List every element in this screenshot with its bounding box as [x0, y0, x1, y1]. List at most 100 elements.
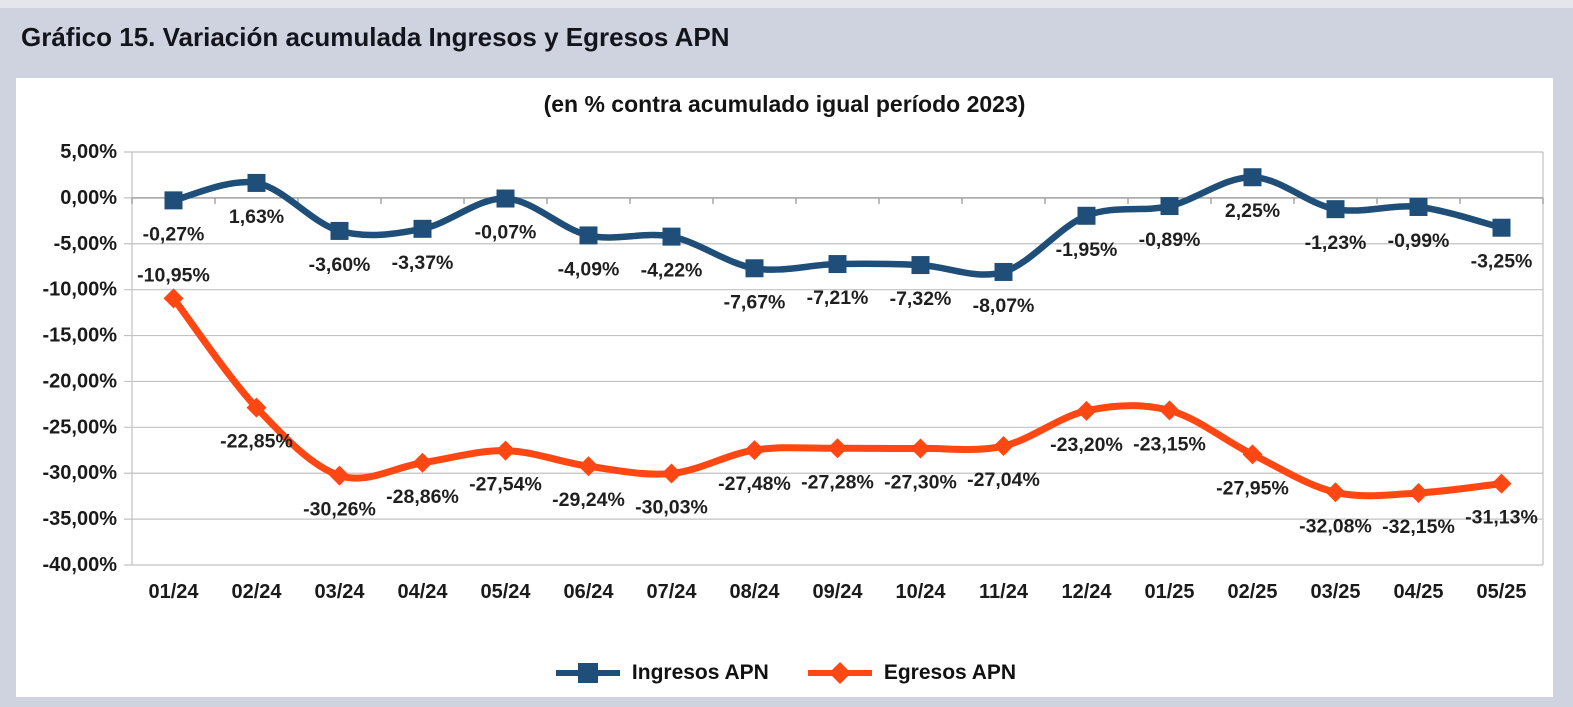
marker-diamond-icon [1491, 473, 1512, 494]
y-axis-label: -20,00% [43, 370, 118, 392]
data-label: -0,27% [143, 223, 205, 245]
marker-square-icon [1326, 200, 1345, 219]
x-axis-label: 10/24 [895, 581, 946, 603]
x-axis-label: 03/25 [1310, 581, 1360, 603]
data-label: -0,89% [1139, 229, 1201, 251]
x-axis-label: 01/24 [148, 581, 199, 603]
data-label: -27,04% [967, 469, 1040, 491]
marker-square-icon [1160, 197, 1179, 216]
marker-diamond-icon [246, 397, 267, 418]
data-label: -3,60% [309, 254, 371, 276]
series-ingresos-apn: -0,27% 1,63% -3,60% -3,37% -0,07% -4,09% -4,22… [143, 168, 1533, 317]
data-label: -7,21% [807, 287, 869, 309]
marker-diamond-icon [827, 438, 848, 459]
x-axis-label: 06/24 [563, 581, 614, 603]
marker-diamond-icon [661, 463, 682, 484]
marker-diamond-icon [1325, 482, 1346, 503]
x-axis-label: 07/24 [646, 581, 697, 603]
x-axis-label: 01/25 [1144, 581, 1194, 603]
x-axis-label: 08/24 [729, 581, 780, 603]
marker-diamond-icon [412, 452, 433, 473]
plot-grid: 5,00% 0,00% -5,00% -10,00% -15,00% -20,00% -25… [43, 141, 1544, 603]
marker-diamond-icon [1242, 444, 1263, 465]
marker-square-icon [413, 219, 432, 238]
y-axis-label: -40,00% [43, 554, 118, 576]
marker-diamond-icon [910, 438, 931, 459]
marker-square-icon [911, 256, 930, 275]
marker-square-icon [247, 173, 266, 192]
data-label: -23,15% [1133, 433, 1206, 455]
chart-panel: 5,00% 0,00% -5,00% -10,00% -15,00% -20,00% -25… [16, 78, 1553, 697]
marker-square-icon [994, 262, 1013, 281]
marker-diamond-icon [993, 436, 1014, 457]
data-label: -8,07% [973, 295, 1035, 317]
marker-square-icon [1077, 206, 1096, 225]
legend-swatch-line-square-icon [555, 663, 620, 683]
x-axis-label: 04/25 [1393, 581, 1443, 603]
x-axis-label: 04/24 [397, 581, 448, 603]
marker-diamond-icon [744, 440, 765, 461]
marker-square-icon [496, 189, 515, 208]
data-label: 1,63% [229, 206, 284, 228]
y-axis-label: -5,00% [54, 233, 118, 255]
data-label: -32,15% [1382, 516, 1455, 538]
x-axis-label: 09/24 [812, 581, 863, 603]
marker-square-icon [164, 191, 183, 210]
top-strip [0, 0, 1573, 8]
y-axis-label: -10,00% [43, 279, 118, 301]
marker-diamond-icon [495, 440, 516, 461]
data-label: -27,48% [718, 473, 791, 495]
data-label: -10,95% [137, 264, 210, 286]
legend-swatch-line-diamond-icon [807, 662, 872, 684]
data-label: -22,85% [220, 431, 293, 453]
y-axis-label: -25,00% [43, 416, 118, 438]
x-axis-label: 03/24 [314, 581, 365, 603]
marker-diamond-icon [1408, 482, 1429, 503]
data-label: -27,95% [1216, 477, 1289, 499]
series-line-egresos-apn [170, 294, 1505, 500]
series-egresos-apn: -10,95% -22,85% -30,26% -28,86% -27,54% -29,2… [137, 264, 1538, 538]
data-label: -32,08% [1299, 515, 1372, 537]
marker-square-icon [828, 255, 847, 274]
y-axis-label: 0,00% [60, 187, 117, 209]
data-label: -29,24% [552, 489, 625, 511]
marker-square-icon [662, 227, 681, 246]
data-label: -27,30% [884, 471, 957, 493]
marker-square-icon [1409, 197, 1428, 216]
data-label: -4,22% [641, 260, 703, 282]
data-label: 2,25% [1225, 200, 1280, 222]
y-axis-label: -35,00% [43, 508, 118, 530]
marker-diamond-icon [329, 465, 350, 486]
legend-item-egresos: Egresos APN [805, 660, 1016, 686]
marker-square-icon [1243, 168, 1262, 187]
data-label: -30,03% [635, 496, 708, 518]
x-axis-label: 12/24 [1061, 581, 1112, 603]
x-axis-label: 02/25 [1227, 581, 1277, 603]
data-label: -3,25% [1471, 251, 1533, 273]
y-axis-label: -30,00% [43, 462, 118, 484]
data-label: -1,23% [1305, 232, 1367, 254]
marker-diamond-icon [1076, 400, 1097, 421]
legend-label-egresos: Egresos APN [883, 661, 1017, 684]
data-label: -4,09% [558, 258, 620, 280]
page-title: Gráfico 15. Variación acumulada Ingresos… [21, 22, 730, 52]
marker-diamond-icon [163, 288, 184, 309]
marker-square-icon [330, 221, 349, 240]
legend-item-ingresos: Ingresos APN [553, 660, 769, 686]
data-label: -0,99% [1388, 230, 1450, 252]
x-axis-label: 05/24 [480, 581, 531, 603]
x-axis-label: 02/24 [231, 581, 282, 603]
marker-square-icon [1492, 218, 1511, 237]
chart-subtitle: (en % contra acumulado igual período 202… [543, 91, 1026, 117]
x-axis-label: 05/25 [1476, 581, 1526, 603]
data-label: -28,86% [386, 486, 459, 508]
y-axis-label: 5,00% [60, 141, 117, 163]
plot-area: 5,00% 0,00% -5,00% -10,00% -15,00% -20,00% -25… [43, 141, 1544, 603]
marker-square-icon [579, 226, 598, 245]
y-axis-label: -15,00% [43, 325, 118, 347]
data-label: -30,26% [303, 499, 376, 521]
x-axis-label: 11/24 [979, 581, 1029, 603]
data-label: -27,28% [801, 471, 874, 493]
data-label: -7,67% [724, 291, 786, 313]
data-label: -31,13% [1465, 507, 1538, 529]
